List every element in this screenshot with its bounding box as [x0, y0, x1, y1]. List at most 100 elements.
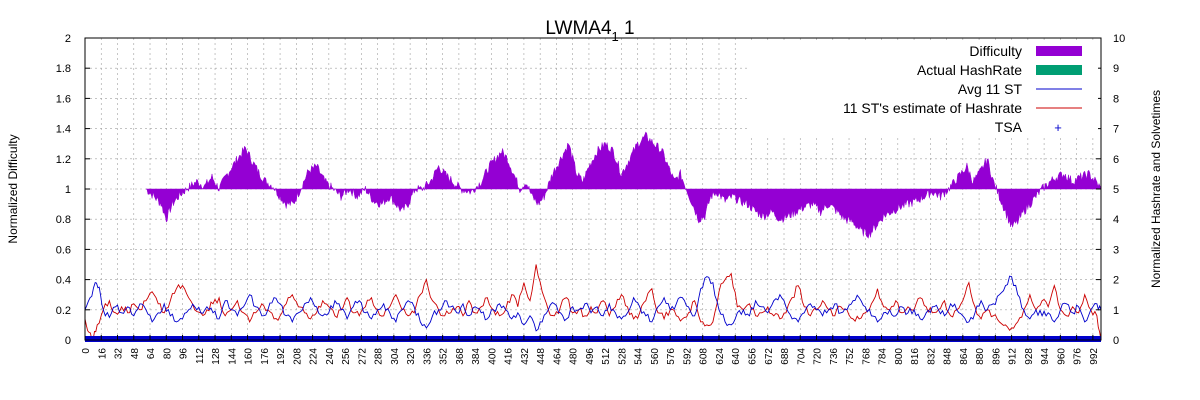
- x-tick-label: 544: [634, 348, 645, 365]
- y-axis-left-label: Normalized Difficulty: [6, 134, 20, 243]
- legend-label: 11 ST's estimate of Hashrate: [843, 100, 1022, 116]
- series-lines: [84, 264, 1102, 341]
- x-tick-label: 336: [422, 348, 433, 365]
- chart-title-main: LWMA4: [545, 18, 612, 39]
- x-tick-label: 800: [894, 348, 905, 365]
- x-tick-label: 576: [666, 348, 677, 365]
- x-tick-label: 368: [455, 348, 466, 365]
- x-tick-label: 128: [211, 348, 222, 365]
- x-tick-label: 928: [1024, 348, 1035, 365]
- legend-label: Actual HashRate: [917, 62, 1022, 78]
- x-tick-label: 48: [130, 348, 141, 360]
- avg-11-st-series: [84, 275, 1102, 332]
- x-tick-label: 384: [471, 348, 482, 365]
- difficulty-series: [145, 131, 1102, 239]
- legend-label: TSA: [995, 119, 1023, 135]
- x-tick-label: 560: [650, 348, 661, 365]
- y-tick-right-label: 6: [1113, 154, 1119, 166]
- x-tick-label: 736: [829, 348, 840, 365]
- y-tick-right-label: 9: [1113, 63, 1119, 75]
- x-tick-label: 464: [552, 348, 563, 365]
- y-tick-left-label: 0.2: [56, 305, 71, 317]
- legend-swatch: +: [1054, 120, 1062, 135]
- x-tick-label: 224: [309, 348, 320, 365]
- y-tick-left-label: 1.2: [56, 154, 71, 166]
- st-estimate-hashrate-series: [84, 264, 1102, 341]
- x-tick-label: 240: [325, 348, 336, 365]
- x-tick-label: 400: [487, 348, 498, 365]
- x-tick-label: 512: [601, 348, 612, 365]
- x-tick-label: 160: [244, 348, 255, 365]
- legend-label: Avg 11 ST: [958, 81, 1023, 97]
- x-tick-label: 192: [276, 348, 287, 365]
- x-tick-label: 752: [845, 348, 856, 365]
- x-tick-label: 832: [926, 348, 937, 365]
- y-tick-left-label: 1.4: [56, 124, 71, 136]
- y-tick-left-label: 2: [65, 33, 71, 45]
- chart-title-tail: 1: [619, 18, 635, 39]
- x-tick-label: 32: [114, 348, 125, 360]
- y-tick-left-label: 0: [65, 335, 71, 347]
- x-tick-label: 256: [341, 348, 352, 365]
- x-tick-label: 848: [943, 348, 954, 365]
- x-tick-label: 992: [1089, 348, 1100, 365]
- x-tick-label: 288: [374, 348, 385, 365]
- y-tick-right-label: 1: [1113, 305, 1119, 317]
- y-tick-left-label: 0.6: [56, 244, 71, 256]
- y-tick-right-label: 7: [1113, 124, 1119, 136]
- tsa-marks: [85, 336, 1101, 342]
- right-axis: 0 1 2 3 4 5 6 7 8 9 10: [1096, 33, 1125, 347]
- x-tick-label: 976: [1073, 348, 1084, 365]
- x-tick-label: 768: [861, 348, 872, 365]
- tsa-series: [85, 336, 1101, 342]
- y-tick-right-label: 5: [1113, 184, 1119, 196]
- legend: Difficulty Actual HashRate Avg 11 ST 11 ST'…: [748, 40, 1098, 138]
- x-tick-label: 96: [179, 348, 190, 360]
- x-tick-label: 528: [617, 348, 628, 365]
- y-tick-right-label: 2: [1113, 275, 1119, 287]
- left-axis: 0 0.2 0.4 0.6 0.8 1 1.2 1.4 1.6 1.8 2: [56, 33, 90, 347]
- x-tick-label: 480: [569, 348, 580, 365]
- x-tick-label: 720: [813, 348, 824, 365]
- x-tick-label: 320: [406, 348, 417, 365]
- x-tick-label: 688: [780, 348, 791, 365]
- x-tick-label: 304: [390, 348, 401, 365]
- chart-title-sub: 1: [612, 29, 619, 44]
- x-tick-label: 608: [699, 348, 710, 365]
- x-tick-label: 624: [715, 348, 726, 365]
- x-tick-label: 864: [959, 348, 970, 365]
- y-tick-left-label: 0.8: [56, 214, 71, 226]
- x-tick-label: 672: [764, 348, 775, 365]
- x-tick-label: 592: [682, 348, 693, 365]
- y-tick-right-label: 3: [1113, 244, 1119, 256]
- legend-swatch: [1036, 65, 1082, 75]
- y-tick-right-label: 10: [1113, 33, 1125, 45]
- y-tick-left-label: 1.6: [56, 93, 71, 105]
- legend-swatch: [1036, 46, 1082, 56]
- y-tick-right-label: 0: [1113, 335, 1119, 347]
- x-tick-label: 816: [910, 348, 921, 365]
- x-tick-label: 704: [796, 348, 807, 365]
- difficulty-area: [145, 131, 1102, 239]
- x-tick-label: 432: [520, 348, 531, 365]
- y-tick-left-label: 1.8: [56, 63, 71, 75]
- y-tick-left-label: 0.4: [56, 275, 71, 287]
- y-tick-right-label: 4: [1113, 214, 1119, 226]
- x-tick-label: 784: [878, 348, 889, 365]
- x-tick-label: 448: [536, 348, 547, 365]
- x-tick-label: 960: [1056, 348, 1067, 365]
- x-tick-label: 880: [975, 348, 986, 365]
- x-tick-label: 944: [1040, 348, 1051, 365]
- legend-label: Difficulty: [969, 43, 1022, 59]
- x-tick-label: 208: [292, 348, 303, 365]
- x-tick-label: 272: [357, 348, 368, 365]
- x-tick-label: 656: [747, 348, 758, 365]
- x-tick-label: 352: [439, 348, 450, 365]
- svg-text:LWMA41 1: LWMA41 1: [545, 18, 634, 44]
- y-axis-right-label: Normalized Hashrate and Solvetimes: [1149, 90, 1163, 288]
- x-tick-label: 0: [81, 348, 92, 354]
- x-tick-label: 80: [162, 348, 173, 360]
- y-tick-left-label: 1: [65, 184, 71, 196]
- y-tick-right-label: 8: [1113, 93, 1119, 105]
